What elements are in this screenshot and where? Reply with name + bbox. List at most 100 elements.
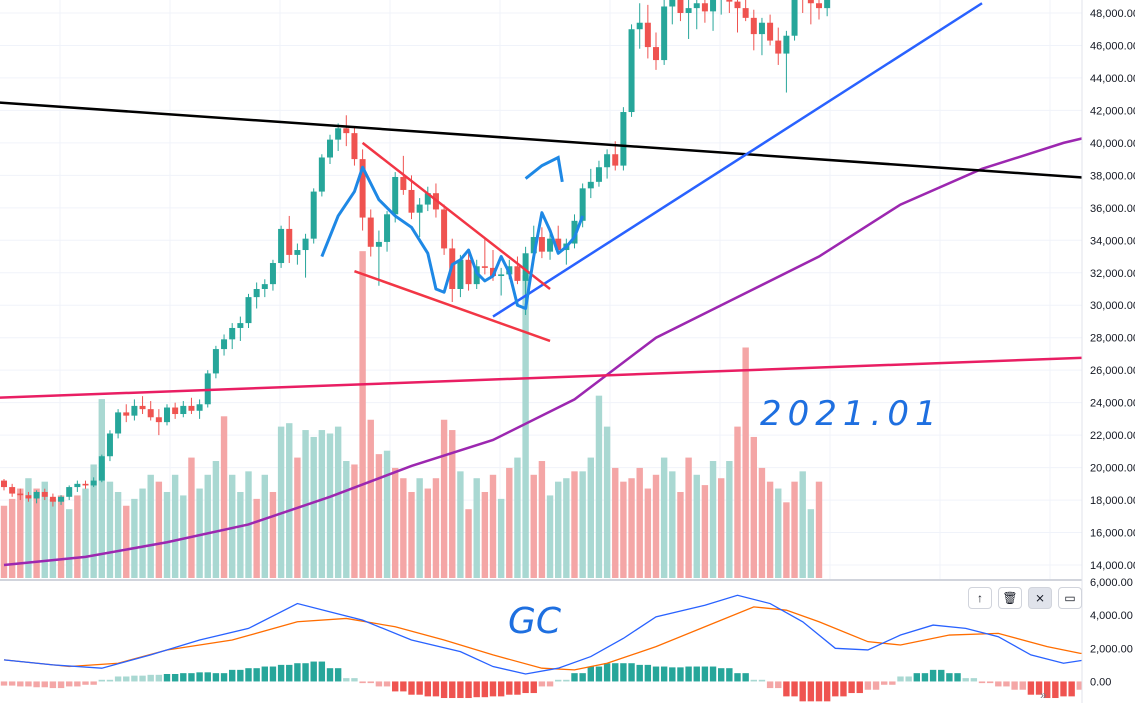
- macd-histogram-bar: [400, 681, 407, 692]
- macd-histogram-bar: [473, 681, 480, 698]
- macd-histogram-bar: [612, 663, 619, 682]
- macd-histogram-bar: [693, 666, 700, 682]
- volume-bar: [473, 478, 480, 578]
- price-tick-label: 20,000.00: [1090, 463, 1135, 475]
- candle-body: [669, 0, 676, 7]
- candle-body: [245, 297, 252, 324]
- macd-histogram-bar: [848, 681, 855, 694]
- macd-line: [3, 594, 1135, 675]
- macd-histogram-bar: [440, 681, 448, 699]
- macd-histogram-bar: [995, 681, 1002, 687]
- macd-histogram-bar: [734, 673, 741, 682]
- volume-bar: [522, 275, 529, 578]
- candle-body: [49, 496, 56, 502]
- collapse-pane-button[interactable]: ⨯: [1028, 587, 1052, 609]
- volume-bar: [17, 488, 24, 578]
- macd-tick-label: 0.00: [1090, 676, 1111, 688]
- macd-histogram-bar: [17, 681, 24, 687]
- candle-body: [734, 1, 741, 9]
- candle-body: [229, 327, 236, 340]
- macd-histogram-bar: [408, 681, 415, 695]
- macd-histogram-bar: [726, 668, 733, 682]
- volume-bar: [440, 419, 448, 578]
- macd-histogram-bar: [375, 681, 383, 687]
- volume-bar: [408, 491, 415, 578]
- volume-bar: [155, 481, 163, 578]
- macd-histogram-bar: [8, 681, 16, 686]
- macd-histogram-bar: [497, 681, 505, 697]
- macd-histogram-bar: [1003, 681, 1010, 687]
- macd-histogram-bar: [106, 679, 114, 682]
- volume-bar: [514, 457, 521, 578]
- date-annotation[interactable]: 2021.01: [760, 394, 943, 434]
- hand-drawn-w: [320, 165, 585, 310]
- move-up-button[interactable]: ↑: [968, 587, 992, 609]
- volume-bar: [171, 474, 179, 578]
- macd-histogram-bar: [245, 668, 252, 682]
- golden-cross-annotation[interactable]: GC: [508, 601, 562, 642]
- candle-body: [587, 181, 594, 189]
- candle-body: [139, 405, 146, 410]
- volume-bar: [489, 474, 497, 578]
- macd-histogram-bar: [701, 666, 709, 682]
- volume-bar: [204, 474, 211, 578]
- candle-body: [612, 154, 619, 166]
- axis-background: [1082, 0, 1135, 703]
- macd-histogram-bar: [962, 678, 969, 682]
- candle-body: [351, 133, 358, 160]
- price-tick-label: 34,000.00: [1090, 235, 1135, 247]
- macd-histogram-bar: [481, 681, 489, 698]
- volume-bar: [180, 495, 187, 578]
- candle-body: [498, 274, 505, 277]
- macd-tick-label: 4,000.00: [1090, 610, 1133, 622]
- candle-body: [628, 29, 635, 113]
- volume-bar: [220, 416, 228, 578]
- volume-bar: [424, 488, 431, 578]
- macd-histogram-bar: [1052, 681, 1059, 699]
- volume-bar: [269, 491, 277, 578]
- macd-histogram-bar: [1068, 681, 1075, 697]
- candle-body: [82, 483, 89, 486]
- resistance-trendline: [0, 101, 1135, 183]
- trash-icon: 🗑: [1002, 591, 1018, 605]
- macd-histogram-bar: [188, 673, 195, 682]
- candle-body: [147, 409, 154, 418]
- volume-bar: [807, 509, 815, 578]
- macd-histogram-bar: [978, 681, 986, 684]
- price-axis[interactable]: 14,000.00 16,000.00 18,000.00 20,000.00 22,0…: [1081, 0, 1135, 703]
- volume-bar: [758, 467, 766, 578]
- wedge-upper: [361, 141, 551, 290]
- macd-histogram-bar: [457, 681, 464, 699]
- macd-histogram-bar: [343, 678, 350, 682]
- price-tick-label: 38,000.00: [1090, 170, 1135, 182]
- macd-histogram-bar: [921, 673, 929, 682]
- volume-bar: [416, 478, 423, 578]
- macd-histogram-bar: [709, 666, 717, 682]
- trendlines[interactable]: [0, 2, 1135, 399]
- volume-bar: [163, 491, 171, 578]
- hand-drawn-hook: [524, 155, 564, 183]
- maximize-pane-button[interactable]: ▭: [1058, 587, 1082, 609]
- delete-pane-button[interactable]: 🗑: [998, 587, 1022, 609]
- macd-histogram-bar: [815, 681, 823, 702]
- price-tick-label: 14,000.00: [1090, 560, 1135, 572]
- macd-histogram-bar: [889, 681, 896, 685]
- volume-bar: [212, 461, 220, 578]
- macd-histogram-bar: [864, 681, 872, 690]
- macd-histogram-bar: [897, 676, 904, 682]
- macd-histogram-bar: [139, 675, 146, 682]
- candle-body: [522, 253, 529, 281]
- macd-histogram-bar: [253, 668, 260, 682]
- scroll-to-realtime-button[interactable]: »: [1040, 688, 1047, 702]
- arrow-up-icon: ↑: [977, 591, 983, 605]
- macd-histogram-bar: [269, 666, 277, 682]
- support-trendline: [0, 354, 1135, 399]
- macd-tick-label: 2,000.00: [1090, 643, 1133, 655]
- macd-histogram-bar: [98, 679, 105, 682]
- macd-histogram-bar: [823, 681, 831, 702]
- macd-histogram-bar: [212, 673, 220, 682]
- candle-body: [66, 487, 73, 497]
- candle-body: [636, 22, 643, 30]
- wedge-lower: [354, 269, 551, 343]
